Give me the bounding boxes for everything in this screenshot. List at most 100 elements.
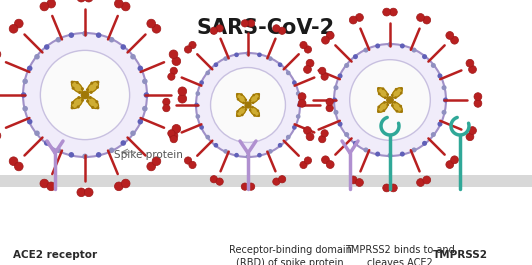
Circle shape <box>71 106 74 109</box>
Circle shape <box>242 102 245 104</box>
Circle shape <box>247 20 255 27</box>
Circle shape <box>446 32 454 39</box>
Circle shape <box>319 67 326 74</box>
Circle shape <box>437 122 443 127</box>
Circle shape <box>47 182 55 191</box>
Circle shape <box>189 41 196 49</box>
Circle shape <box>252 101 254 104</box>
Circle shape <box>152 157 161 166</box>
Circle shape <box>326 161 334 169</box>
Circle shape <box>443 98 448 103</box>
Circle shape <box>55 37 61 42</box>
Circle shape <box>234 153 239 157</box>
Circle shape <box>21 92 27 98</box>
Circle shape <box>400 105 402 108</box>
Circle shape <box>200 125 204 130</box>
Circle shape <box>137 119 143 125</box>
Circle shape <box>257 93 260 95</box>
Circle shape <box>237 98 239 101</box>
Circle shape <box>130 54 136 60</box>
Circle shape <box>185 157 192 164</box>
Circle shape <box>306 59 314 67</box>
Circle shape <box>394 96 397 99</box>
Circle shape <box>205 135 210 139</box>
Circle shape <box>387 42 393 47</box>
Circle shape <box>195 91 200 96</box>
Circle shape <box>44 44 49 50</box>
Circle shape <box>355 14 363 21</box>
Circle shape <box>120 44 126 50</box>
Text: Receptor-binding domain
(RBD) of spike protein
binds to ACE2 receptor: Receptor-binding domain (RBD) of spike p… <box>229 245 352 265</box>
Polygon shape <box>250 94 260 103</box>
Circle shape <box>384 96 387 99</box>
Circle shape <box>337 73 343 78</box>
Circle shape <box>350 16 357 24</box>
Circle shape <box>298 99 306 107</box>
Circle shape <box>304 157 312 164</box>
Circle shape <box>245 99 247 101</box>
Circle shape <box>304 127 311 134</box>
Circle shape <box>400 110 403 113</box>
Circle shape <box>40 50 130 140</box>
Circle shape <box>172 57 181 65</box>
Circle shape <box>400 87 403 90</box>
Circle shape <box>211 68 286 143</box>
Circle shape <box>55 148 61 153</box>
Circle shape <box>423 16 431 24</box>
Circle shape <box>286 70 290 75</box>
Circle shape <box>321 156 329 164</box>
Text: SARS-CoV-2: SARS-CoV-2 <box>197 18 335 38</box>
Circle shape <box>9 157 18 166</box>
Circle shape <box>152 24 161 33</box>
Circle shape <box>292 80 297 85</box>
Circle shape <box>86 88 89 91</box>
Circle shape <box>81 91 89 99</box>
Circle shape <box>383 101 386 104</box>
Circle shape <box>326 32 334 39</box>
Circle shape <box>0 50 1 59</box>
Circle shape <box>77 0 86 2</box>
Circle shape <box>247 183 255 190</box>
Circle shape <box>77 188 86 197</box>
Circle shape <box>71 81 74 84</box>
Circle shape <box>137 65 143 71</box>
Circle shape <box>383 8 390 16</box>
Circle shape <box>236 110 239 113</box>
Circle shape <box>96 32 102 38</box>
Circle shape <box>355 179 363 187</box>
Circle shape <box>168 73 175 80</box>
Circle shape <box>96 152 102 158</box>
Circle shape <box>383 109 385 112</box>
Circle shape <box>437 73 443 78</box>
Circle shape <box>216 25 223 32</box>
Circle shape <box>273 25 280 32</box>
Circle shape <box>121 179 130 188</box>
Polygon shape <box>378 102 388 112</box>
Circle shape <box>319 135 326 143</box>
Circle shape <box>236 114 238 117</box>
Circle shape <box>82 154 88 159</box>
Circle shape <box>241 183 248 190</box>
Circle shape <box>69 32 74 38</box>
Circle shape <box>332 98 337 103</box>
Circle shape <box>344 63 349 68</box>
Circle shape <box>90 82 93 85</box>
Circle shape <box>14 162 23 171</box>
Circle shape <box>47 0 55 8</box>
Circle shape <box>257 153 262 157</box>
Circle shape <box>395 110 398 113</box>
Circle shape <box>353 141 358 146</box>
Circle shape <box>474 93 482 100</box>
Circle shape <box>142 78 148 84</box>
Circle shape <box>297 103 302 107</box>
Circle shape <box>170 67 177 74</box>
Circle shape <box>40 2 48 11</box>
Circle shape <box>213 143 218 148</box>
Circle shape <box>242 106 244 108</box>
Circle shape <box>72 87 74 90</box>
Polygon shape <box>87 81 98 92</box>
Circle shape <box>246 51 251 56</box>
Circle shape <box>147 19 155 28</box>
Circle shape <box>474 99 482 107</box>
Circle shape <box>386 96 394 104</box>
